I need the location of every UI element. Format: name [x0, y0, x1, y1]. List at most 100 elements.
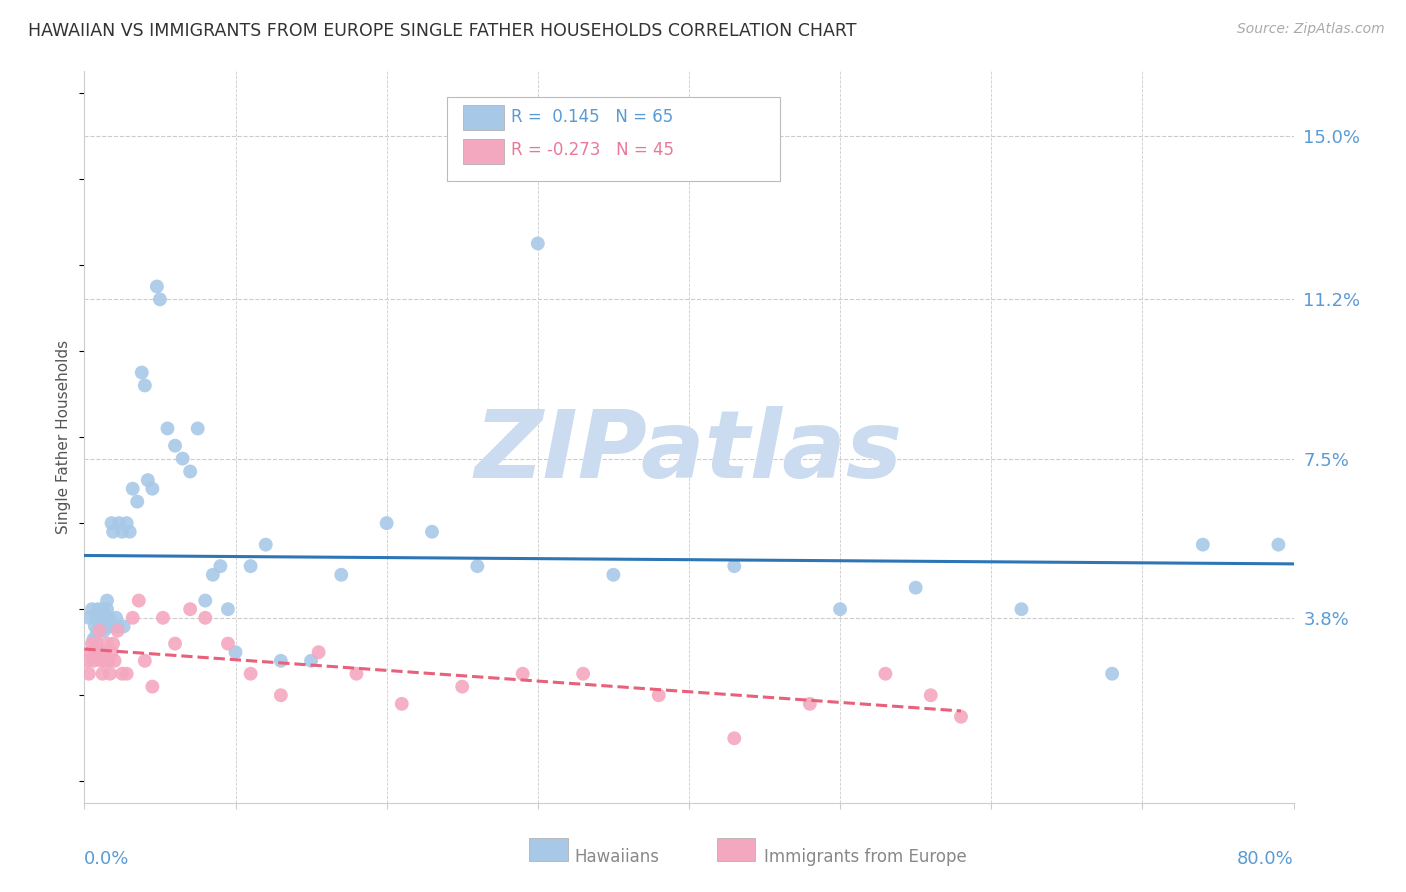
Point [830, 602, 852, 616]
Point [82, 654, 104, 668]
Point [179, 602, 201, 616]
Point [93, 611, 115, 625]
Point [94, 619, 117, 633]
Point [100, 645, 122, 659]
Point [239, 666, 262, 681]
Point [80, 637, 103, 651]
Text: R =  0.145   N = 65: R = 0.145 N = 65 [512, 108, 673, 126]
Point [217, 602, 239, 616]
Point [77, 666, 100, 681]
Point [1267, 538, 1289, 552]
Point [77, 611, 100, 625]
Point [194, 611, 217, 625]
Point [141, 482, 163, 496]
Point [799, 697, 821, 711]
Point [270, 654, 292, 668]
Point [201, 567, 224, 582]
Point [149, 293, 172, 307]
Point [146, 279, 169, 293]
Point [94, 654, 117, 668]
Point [98, 619, 121, 633]
Point [87, 645, 110, 659]
Point [131, 366, 153, 380]
Point [270, 688, 292, 702]
Point [254, 538, 277, 552]
Text: Source: ZipAtlas.com: Source: ZipAtlas.com [1237, 22, 1385, 37]
Point [467, 559, 489, 574]
Point [121, 611, 143, 625]
Text: ZIPatlas: ZIPatlas [475, 406, 903, 498]
Point [217, 637, 239, 651]
Point [1192, 538, 1215, 552]
Point [723, 731, 745, 746]
Point [1101, 666, 1123, 681]
Point [187, 421, 209, 435]
Point [875, 666, 897, 681]
Point [89, 607, 111, 621]
Point [391, 697, 413, 711]
Text: 80.0%: 80.0% [1237, 850, 1294, 868]
Point [723, 559, 745, 574]
Point [80, 602, 103, 616]
Point [93, 645, 115, 659]
FancyBboxPatch shape [463, 139, 503, 164]
FancyBboxPatch shape [717, 838, 755, 862]
Point [920, 688, 942, 702]
Point [79, 645, 101, 659]
Point [209, 559, 232, 574]
Point [165, 637, 187, 651]
Point [136, 473, 159, 487]
FancyBboxPatch shape [463, 105, 503, 130]
Point [346, 666, 368, 681]
Point [86, 611, 108, 625]
Y-axis label: Single Father Households: Single Father Households [56, 340, 72, 534]
Point [225, 645, 247, 659]
Point [108, 516, 131, 530]
Point [89, 624, 111, 638]
Point [451, 680, 474, 694]
Point [602, 567, 624, 582]
Text: Immigrants from Europe: Immigrants from Europe [763, 848, 967, 866]
Point [84, 619, 107, 633]
Point [91, 619, 114, 633]
Point [86, 637, 108, 651]
Point [134, 654, 156, 668]
Point [91, 602, 114, 616]
Point [91, 666, 114, 681]
Point [111, 524, 134, 539]
Point [86, 628, 108, 642]
Point [156, 421, 179, 435]
Point [299, 654, 322, 668]
Point [87, 624, 110, 638]
Point [950, 710, 973, 724]
Point [101, 637, 124, 651]
Point [118, 524, 141, 539]
Point [84, 645, 107, 659]
Point [527, 236, 550, 251]
Point [648, 688, 671, 702]
Text: HAWAIIAN VS IMMIGRANTS FROM EUROPE SINGLE FATHER HOUSEHOLDS CORRELATION CHART: HAWAIIAN VS IMMIGRANTS FROM EUROPE SINGL… [28, 22, 856, 40]
Point [90, 654, 112, 668]
FancyBboxPatch shape [529, 838, 568, 862]
Point [97, 611, 120, 625]
Point [128, 593, 150, 607]
FancyBboxPatch shape [447, 97, 780, 181]
Point [98, 666, 121, 681]
Point [572, 666, 595, 681]
Point [107, 619, 129, 633]
Point [115, 666, 138, 681]
Point [96, 602, 118, 616]
Point [96, 637, 118, 651]
Point [87, 602, 110, 616]
Text: Hawaiians: Hawaiians [574, 848, 659, 866]
Point [100, 516, 122, 530]
Point [96, 593, 118, 607]
Point [1011, 602, 1033, 616]
Point [104, 619, 127, 633]
Point [121, 482, 143, 496]
Text: R = -0.273   N = 45: R = -0.273 N = 45 [512, 141, 675, 160]
Point [89, 619, 111, 633]
Point [134, 378, 156, 392]
Point [127, 494, 149, 508]
Point [308, 645, 330, 659]
